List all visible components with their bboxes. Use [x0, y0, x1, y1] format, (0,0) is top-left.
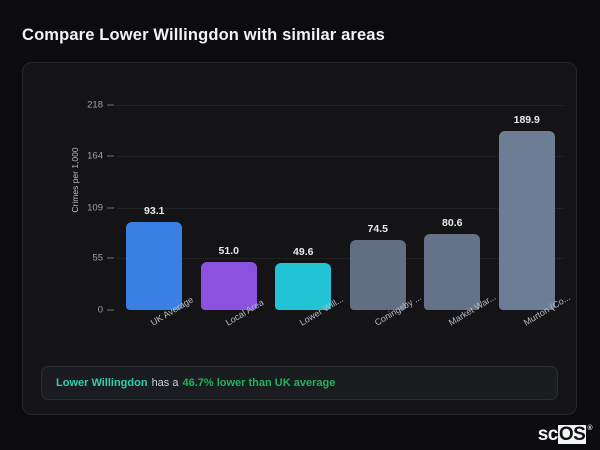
y-axis-tick-mark [107, 257, 114, 259]
bar-slot[interactable]: 93.1 UK Average [117, 105, 195, 328]
bar[interactable] [424, 234, 481, 310]
page-title: Compare Lower Willingdon with similar ar… [22, 26, 385, 44]
bar[interactable] [126, 222, 183, 310]
logo-mark: OS [557, 424, 587, 445]
bar[interactable] [200, 262, 257, 310]
y-axis-tick-mark [107, 155, 114, 157]
bar-series: 93.1 UK Average 51.0 Local Area 49.6 Lower Wi… [117, 105, 572, 328]
bar-value-label: 189.9 [513, 114, 540, 127]
note-middle-text: has a [151, 377, 179, 389]
y-axis-tick-mark [107, 104, 114, 106]
registered-icon: ® [587, 425, 592, 432]
y-axis-tick-label: 0 [97, 304, 103, 316]
note-stat-text: 46.7% lower than UK average [182, 377, 336, 389]
bar[interactable] [349, 239, 406, 310]
bar-slot[interactable]: 51.0 Local Area [192, 105, 267, 328]
y-axis-tick-mark [107, 207, 114, 208]
bar-value-label: 51.0 [218, 245, 239, 258]
y-axis-tick-label: 164 [87, 150, 103, 162]
comparison-note: Lower Willingdon has a 46.7% lower than … [41, 366, 558, 400]
bar-slot[interactable]: 80.6 Market War... [415, 105, 498, 328]
y-axis-tick-label: 109 [87, 202, 103, 213]
bar-value-label: 93.1 [144, 205, 165, 218]
bar-slot[interactable]: 49.6 Lower Will... [266, 105, 345, 328]
note-area-name: Lower Willingdon [56, 377, 148, 389]
chart-card: Crimes per 1,000 0 55 109 164 218 93.1 UK Ave… [22, 62, 577, 415]
y-axis-tick-label: 218 [87, 99, 103, 111]
gridline [117, 155, 564, 157]
logo-prefix: sc [537, 424, 559, 445]
plot-area: Crimes per 1,000 0 55 109 164 218 93.1 UK Ave… [23, 63, 578, 363]
bar-slot[interactable]: 74.5 Coningsby ... [341, 105, 423, 328]
scos-logo: sc OS ® [538, 425, 592, 444]
bars-container: 93.1 UK Average 51.0 Local Area 49.6 Lower Wi… [117, 105, 572, 328]
gridline [117, 207, 564, 209]
y-axis-ticks: 0 55 109 164 218 [61, 63, 103, 363]
bar-value-label: 74.5 [367, 222, 388, 235]
gridline [117, 258, 564, 260]
y-axis-tick-label: 55 [92, 252, 103, 264]
gridline [117, 105, 564, 106]
y-axis-tick-mark [107, 309, 114, 311]
bar[interactable] [498, 131, 555, 310]
bar-value-label: 80.6 [442, 217, 463, 230]
bar-slot[interactable]: 189.9 Murton (Co... [490, 105, 572, 328]
bar[interactable] [275, 263, 332, 310]
bar-value-label: 49.6 [293, 246, 314, 259]
